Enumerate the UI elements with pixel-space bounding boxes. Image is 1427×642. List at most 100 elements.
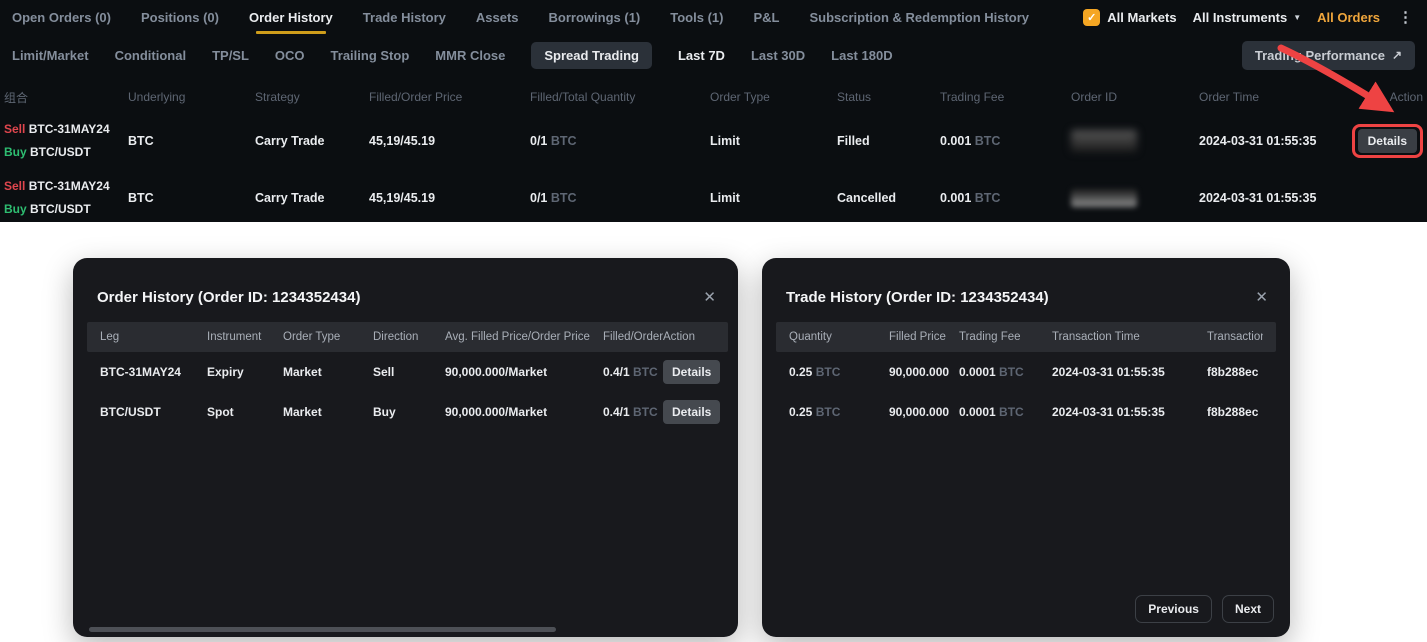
- buy-instrument: BTC/USDT: [30, 144, 91, 159]
- trading-fee-value: 0.001 BTC: [940, 190, 1001, 205]
- sell-side-label: Sell: [4, 178, 26, 193]
- col-filled-order: Filled/Order: [603, 331, 663, 343]
- details-button[interactable]: Details: [663, 400, 721, 424]
- leg-value: BTC/USDT: [100, 405, 161, 419]
- next-button[interactable]: Next: [1221, 595, 1274, 623]
- previous-button[interactable]: Previous: [1135, 595, 1212, 623]
- all-instruments-dropdown[interactable]: All Instruments ▼: [1193, 10, 1302, 25]
- order-history-modal: Order History (Order ID: 1234352434) ✕ L…: [73, 258, 738, 637]
- col-filled-price: Filled Price: [889, 331, 946, 343]
- instrument-value: Spot: [207, 405, 234, 419]
- all-orders-link[interactable]: All Orders: [1317, 9, 1380, 25]
- tab-borrowings[interactable]: Borrowings (1): [548, 9, 641, 25]
- table-row: Sell BTC-31MAY24 Buy BTC/USDT BTC Carry …: [0, 169, 1427, 226]
- orders-table-header: 组合 Underlying Strategy Filled/Order Pric…: [0, 82, 1427, 112]
- underlying-value: BTC: [128, 133, 154, 148]
- all-markets-label: All Markets: [1107, 9, 1177, 25]
- table-row: 0.25 BTC 90,000.000 0.0001 BTC 2024-03-3…: [776, 392, 1276, 432]
- details-button[interactable]: Details: [663, 360, 721, 384]
- filter-mmr-close[interactable]: MMR Close: [435, 47, 506, 63]
- action-cell: Details: [663, 400, 721, 424]
- avg-filled-price-value: 90,000.000/Market: [445, 405, 548, 419]
- table-row: BTC/USDT Spot Market Buy 90,000.000/Mark…: [87, 392, 728, 432]
- external-link-icon: ↗: [1391, 48, 1402, 62]
- col-avg-filled-price: Avg. Filled Price/Order Price: [445, 331, 590, 343]
- order-history-table-header: Leg Instrument Order Type Direction Avg.…: [87, 322, 728, 352]
- sell-instrument: BTC-31MAY24: [28, 178, 110, 193]
- buy-instrument: BTC/USDT: [30, 201, 91, 216]
- tab-positions[interactable]: Positions (0): [140, 9, 219, 25]
- col-transaction-time: Transaction Time: [1052, 331, 1140, 343]
- tab-order-history[interactable]: Order History: [249, 0, 333, 34]
- pagination: Previous Next: [1135, 595, 1274, 623]
- combo-cell: Sell BTC-31MAY24 Buy BTC/USDT: [4, 118, 128, 164]
- transaction-time-value: 2024-03-31 01:55:35: [1052, 365, 1165, 379]
- trading-performance-button[interactable]: Trading Performance ↗: [1241, 40, 1415, 70]
- col-instrument: Instrument: [207, 331, 262, 343]
- trade-history-modal: Trade History (Order ID: 1234352434) ✕ Q…: [762, 258, 1290, 637]
- filter-spread-trading[interactable]: Spread Trading: [531, 41, 652, 69]
- all-markets-checkbox[interactable]: ✓ All Markets: [1083, 8, 1177, 26]
- quantity-value: 0.25 BTC: [789, 405, 841, 419]
- tab-pnl[interactable]: P&L: [753, 9, 780, 25]
- order-id-redacted: [1071, 129, 1199, 152]
- status-value: Cancelled: [837, 190, 897, 205]
- filter-oco[interactable]: OCO: [274, 47, 305, 63]
- tab-tools[interactable]: Tools (1): [670, 9, 724, 25]
- chevron-down-icon: ▼: [1293, 12, 1302, 22]
- horizontal-scrollbar-thumb[interactable]: [89, 627, 556, 632]
- col-order-id: Order ID: [1071, 90, 1118, 104]
- sell-instrument: BTC-31MAY24: [28, 121, 110, 136]
- filter-last-30d[interactable]: Last 30D: [750, 47, 806, 63]
- avg-filled-price-value: 90,000.000/Market: [445, 365, 548, 379]
- filter-trailing-stop[interactable]: Trailing Stop: [330, 47, 410, 63]
- close-icon[interactable]: ✕: [1255, 289, 1268, 306]
- col-filled-total-quantity: Filled/Total Quantity: [530, 90, 636, 104]
- order-type-value: Market: [283, 405, 322, 419]
- col-underlying: Underlying: [128, 90, 186, 104]
- leg-value: BTC-31MAY24: [100, 365, 181, 379]
- tab-assets[interactable]: Assets: [475, 9, 519, 25]
- order-type-value: Market: [283, 365, 322, 379]
- nav-right-controls: ✓ All Markets All Instruments ▼ All Orde…: [1083, 8, 1415, 26]
- strategy-value: Carry Trade: [255, 133, 325, 148]
- order-time-value: 2024-03-31 01:55:35: [1199, 190, 1317, 205]
- col-order-time: Order Time: [1199, 90, 1260, 104]
- col-trading-fee: Trading Fee: [959, 331, 1021, 343]
- table-row: 0.25 BTC 90,000.000 0.0001 BTC 2024-03-3…: [776, 352, 1276, 392]
- filled-total-quantity-value: 0/1 BTC: [530, 133, 577, 148]
- order-time-value: 2024-03-31 01:55:35: [1199, 133, 1317, 148]
- col-order-type: Order Type: [710, 90, 770, 104]
- more-menu-icon[interactable]: ⋮: [1398, 9, 1413, 26]
- filter-last-7d[interactable]: Last 7D: [677, 47, 725, 63]
- filled-order-price-value: 45,19/45.19: [369, 190, 436, 205]
- tab-subscription-redemption-history[interactable]: Subscription & Redemption History: [809, 9, 1030, 25]
- trading-performance-label: Trading Performance: [1254, 47, 1385, 63]
- tab-trade-history[interactable]: Trade History: [362, 9, 446, 25]
- trading-fee-value: 0.0001 BTC: [959, 405, 1024, 419]
- transaction-time-value: 2024-03-31 01:55:35: [1052, 405, 1165, 419]
- col-filled-order-price: Filled/Order Price: [369, 90, 463, 104]
- trading-fee-value: 0.001 BTC: [940, 133, 1001, 148]
- close-icon[interactable]: ✕: [703, 289, 716, 306]
- action-cell: Details: [1351, 123, 1423, 158]
- details-button[interactable]: Details: [1357, 128, 1417, 153]
- table-row: BTC-31MAY24 Expiry Market Sell 90,000.00…: [87, 352, 728, 392]
- filter-tp-sl[interactable]: TP/SL: [212, 47, 249, 63]
- filter-conditional[interactable]: Conditional: [114, 47, 187, 63]
- action-cell: Details: [663, 360, 721, 384]
- col-quantity: Quantity: [789, 331, 832, 343]
- col-combo: 组合: [4, 90, 29, 105]
- checkbox-checked-icon: ✓: [1083, 8, 1101, 26]
- col-trading-fee: Trading Fee: [940, 90, 1005, 104]
- annotation-highlight-ring: Details: [1351, 123, 1423, 158]
- filter-limit-market[interactable]: Limit/Market: [12, 47, 89, 63]
- trading-fee-value: 0.0001 BTC: [959, 365, 1024, 379]
- tab-open-orders[interactable]: Open Orders (0): [12, 9, 111, 25]
- col-direction: Direction: [373, 331, 419, 343]
- col-status: Status: [837, 90, 872, 104]
- sell-side-label: Sell: [4, 121, 26, 136]
- order-id-redacted: [1071, 188, 1199, 207]
- filter-last-180d[interactable]: Last 180D: [831, 47, 893, 63]
